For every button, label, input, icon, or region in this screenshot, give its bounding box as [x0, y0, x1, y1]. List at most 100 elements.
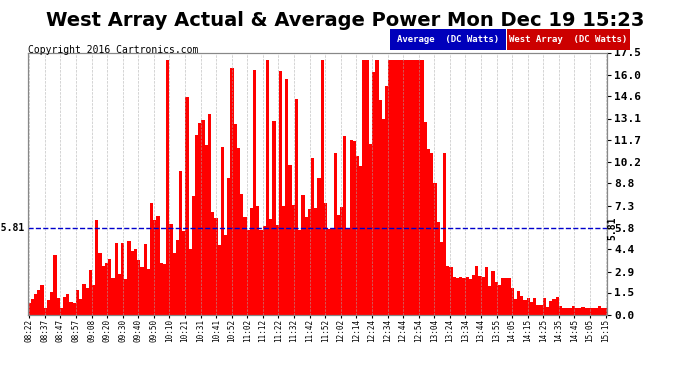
Text: Copyright 2016 Cartronics.com: Copyright 2016 Cartronics.com: [28, 45, 198, 55]
Bar: [176, 240, 179, 315]
Bar: [601, 308, 604, 315]
Bar: [150, 203, 153, 315]
Bar: [101, 266, 105, 315]
Bar: [391, 60, 395, 315]
Bar: [124, 279, 128, 315]
Bar: [562, 308, 565, 315]
Bar: [524, 300, 526, 315]
Bar: [324, 202, 327, 315]
Bar: [469, 279, 472, 315]
Bar: [333, 153, 337, 315]
Bar: [553, 299, 555, 315]
Bar: [478, 276, 482, 315]
Bar: [453, 277, 456, 315]
Bar: [188, 249, 192, 315]
Bar: [572, 306, 575, 315]
Bar: [221, 147, 224, 315]
Bar: [417, 60, 420, 315]
Bar: [250, 208, 253, 315]
Bar: [70, 302, 72, 315]
Text: ↑ 5.81: ↑ 5.81: [0, 223, 25, 233]
Bar: [398, 60, 401, 315]
Bar: [295, 99, 298, 315]
Bar: [350, 140, 353, 315]
Bar: [459, 277, 462, 315]
Bar: [304, 217, 308, 315]
Bar: [63, 297, 66, 315]
Bar: [456, 278, 459, 315]
Bar: [263, 226, 266, 315]
Bar: [302, 195, 304, 315]
Bar: [411, 60, 414, 315]
Bar: [79, 299, 82, 315]
Bar: [382, 119, 385, 315]
Bar: [72, 303, 76, 315]
Bar: [437, 222, 440, 315]
Bar: [420, 60, 424, 315]
Bar: [331, 228, 333, 315]
Bar: [356, 156, 359, 315]
Bar: [485, 267, 488, 315]
Bar: [507, 278, 511, 315]
Bar: [555, 297, 559, 315]
Bar: [53, 255, 57, 315]
Bar: [540, 306, 543, 315]
Bar: [327, 229, 331, 315]
Bar: [37, 290, 41, 315]
Bar: [240, 194, 244, 315]
Bar: [105, 263, 108, 315]
Bar: [285, 79, 288, 315]
Bar: [449, 267, 453, 315]
Bar: [234, 124, 237, 315]
Bar: [517, 291, 520, 315]
Bar: [259, 230, 263, 315]
Bar: [565, 308, 569, 315]
Bar: [466, 278, 469, 315]
Bar: [340, 207, 343, 315]
Bar: [253, 70, 256, 315]
Bar: [578, 308, 582, 315]
Bar: [89, 270, 92, 315]
Bar: [317, 178, 321, 315]
Bar: [594, 308, 598, 315]
Bar: [111, 278, 115, 315]
Bar: [559, 306, 562, 315]
Bar: [401, 60, 404, 315]
Bar: [288, 165, 292, 315]
Bar: [359, 166, 362, 315]
Bar: [543, 297, 546, 315]
Bar: [179, 171, 182, 315]
Bar: [108, 259, 111, 315]
Bar: [140, 267, 144, 315]
Bar: [157, 216, 159, 315]
Bar: [121, 243, 124, 315]
Bar: [292, 205, 295, 315]
Bar: [166, 60, 169, 315]
Bar: [215, 218, 217, 315]
Bar: [246, 230, 250, 315]
Bar: [311, 158, 314, 315]
Bar: [186, 97, 188, 315]
Bar: [433, 183, 437, 315]
Bar: [582, 307, 584, 315]
Bar: [256, 207, 259, 315]
Bar: [491, 271, 495, 315]
Bar: [211, 212, 215, 315]
Bar: [82, 284, 86, 315]
Bar: [598, 306, 601, 315]
Bar: [230, 68, 234, 315]
Bar: [134, 249, 137, 315]
Bar: [273, 121, 275, 315]
Bar: [227, 178, 230, 315]
Bar: [462, 278, 466, 315]
Bar: [86, 288, 89, 315]
Bar: [520, 296, 524, 315]
Bar: [266, 60, 269, 315]
Bar: [337, 214, 340, 315]
Bar: [269, 219, 273, 315]
Bar: [353, 141, 356, 315]
Bar: [34, 294, 37, 315]
Bar: [379, 100, 382, 315]
Bar: [275, 225, 279, 315]
Text: Average  (DC Watts): Average (DC Watts): [397, 35, 499, 44]
